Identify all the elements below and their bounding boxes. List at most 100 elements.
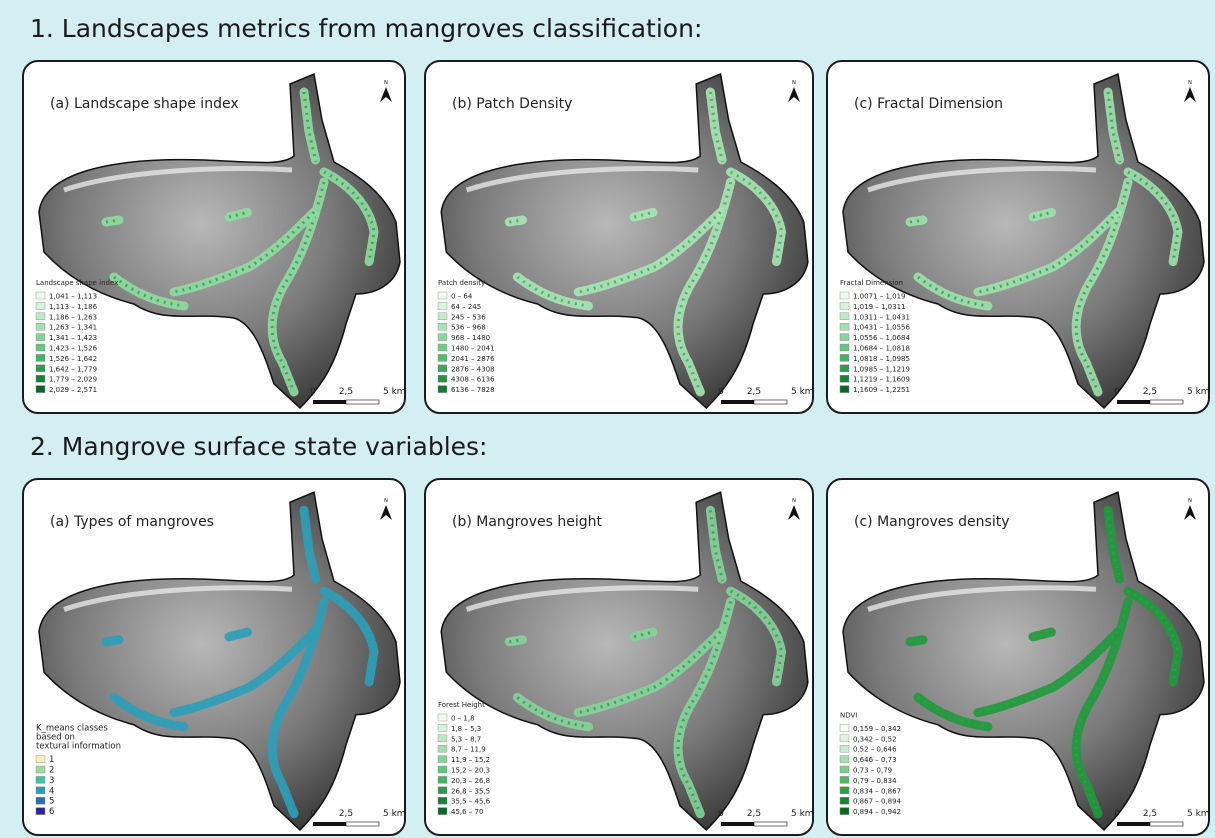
legend-swatch (840, 797, 849, 804)
legend-label: 1,0431 – 1,0556 (853, 324, 910, 332)
land-outline (843, 492, 1204, 830)
legend-swatch (840, 766, 849, 773)
legend-swatch (840, 745, 849, 752)
north-arrow (380, 87, 392, 102)
legend-label: 0,52 – 0,646 (853, 746, 897, 754)
section-title: 2. Mangrove surface state variables: (30, 432, 487, 461)
legend-title: Fractal Dimension (840, 279, 903, 287)
map-panel: (c) Mangroves densityNNDVI0,159 – 0,3420… (826, 478, 1210, 836)
legend-swatch (840, 386, 849, 393)
legend-label: 0 – 1,8 (451, 715, 475, 723)
legend-label: 1,186 – 1,263 (49, 313, 97, 321)
legend-label: 4 (49, 786, 54, 796)
legend-swatch (840, 302, 849, 309)
map: (b) Mangroves height N Forest Height 0 – 1,… (426, 480, 814, 836)
map-area (39, 492, 400, 830)
scale-label: 2,5 (747, 387, 761, 397)
legend-swatch (438, 354, 447, 361)
scale-label: 2,5 (339, 387, 353, 397)
legend-label: 4308 – 6136 (451, 376, 495, 384)
scale-label: 0 (718, 809, 724, 819)
map: (c) Fractal Dimension N Fractal Dimension 1… (828, 62, 1210, 414)
scale-bar-dark (1117, 400, 1150, 404)
legend-swatch (36, 334, 45, 341)
north-arrow (788, 87, 800, 102)
scale-label: 0 (1114, 387, 1120, 397)
legend-label: 1,041 – 1,113 (49, 293, 97, 301)
legend-swatch (840, 323, 849, 330)
legend-label: 0,894 – 0,942 (853, 808, 901, 816)
legend-label: 1,779 – 2,029 (49, 376, 97, 384)
legend-swatch (438, 787, 447, 794)
legend-swatch (438, 302, 447, 309)
legend-swatch (36, 766, 45, 773)
legend-swatch (840, 313, 849, 320)
legend-swatch (36, 365, 45, 372)
legend-swatch (36, 292, 45, 299)
north-label: N (792, 498, 796, 504)
legend-title: Patch density (438, 279, 485, 287)
legend-title: Forest Height (438, 701, 485, 709)
north-arrow (1184, 87, 1196, 102)
land-outline (39, 492, 400, 830)
land-outline (441, 74, 808, 408)
legend-label: 45,6 – 70 (451, 808, 483, 816)
legend-label: 1,113 – 1,186 (49, 303, 98, 311)
legend-label: 0,73 – 0,79 (853, 767, 892, 775)
legend-swatch (438, 386, 447, 393)
north-label: N (1188, 498, 1192, 504)
section-title: 1. Landscapes metrics from mangroves cla… (30, 14, 702, 43)
panel-title: (c) Fractal Dimension (854, 96, 1003, 112)
panel-title: (a) Types of mangroves (50, 514, 214, 530)
map-panel: (b) Mangroves height N Forest Height 0 – 1,… (424, 478, 814, 836)
legend-title: Landscape shape index (36, 279, 118, 287)
scale-label: 5 km (791, 387, 814, 397)
land-outline (441, 492, 808, 830)
legend-swatch (438, 776, 447, 783)
scale-label: 0 (310, 809, 316, 819)
legend-label: 3 (49, 776, 54, 786)
legend-label: 8,7 – 11,9 (451, 746, 486, 754)
mangrove-patch (229, 212, 249, 217)
legend-label: 2041 – 2876 (451, 355, 495, 363)
legend-swatch (438, 323, 447, 330)
map: (a) Types of mangrovesNK_means classesba… (24, 480, 406, 836)
legend-title: NDVI (840, 711, 857, 719)
map-panel: (c) Fractal Dimension N Fractal Dimension 1… (826, 60, 1210, 414)
scale-bar-light (346, 822, 379, 826)
legend-label: 2 (49, 766, 54, 776)
legend-swatch (840, 808, 849, 815)
panel-title: (b) Mangroves height (452, 514, 602, 530)
legend-label: 1,0818 – 1,0985 (853, 355, 910, 363)
legend-swatch (438, 292, 447, 299)
legend-swatch (438, 756, 447, 763)
scale-label: 2,5 (1143, 387, 1157, 397)
scale-bar-dark (313, 400, 346, 404)
legend-swatch (36, 808, 45, 815)
legend-swatch (840, 724, 849, 731)
legend-swatch (36, 375, 45, 382)
legend-swatch (36, 302, 45, 309)
legend-label: 20,3 – 26,8 (451, 777, 490, 785)
legend-swatch (438, 745, 447, 752)
legend-swatch (438, 735, 447, 742)
legend-label: 1,0556 – 1,0684 (853, 334, 910, 342)
legend-label: 0,342 – 0,52 (853, 735, 897, 743)
map-area (441, 492, 808, 830)
legend-swatch (438, 334, 447, 341)
legend-title: textural information (36, 742, 121, 752)
legend-swatch (36, 386, 45, 393)
legend-label: 2,029 – 2,571 (49, 386, 97, 394)
legend-label: 2876 – 4308 (451, 365, 495, 373)
north-arrow (788, 505, 800, 520)
scale-label: 0 (718, 387, 724, 397)
mangrove-patch (1033, 212, 1053, 217)
legend-swatch (438, 766, 447, 773)
legend-label: 1,0684 – 1,0818 (853, 345, 910, 353)
legend-label: 245 – 536 (451, 313, 486, 321)
north-label: N (1188, 80, 1192, 86)
